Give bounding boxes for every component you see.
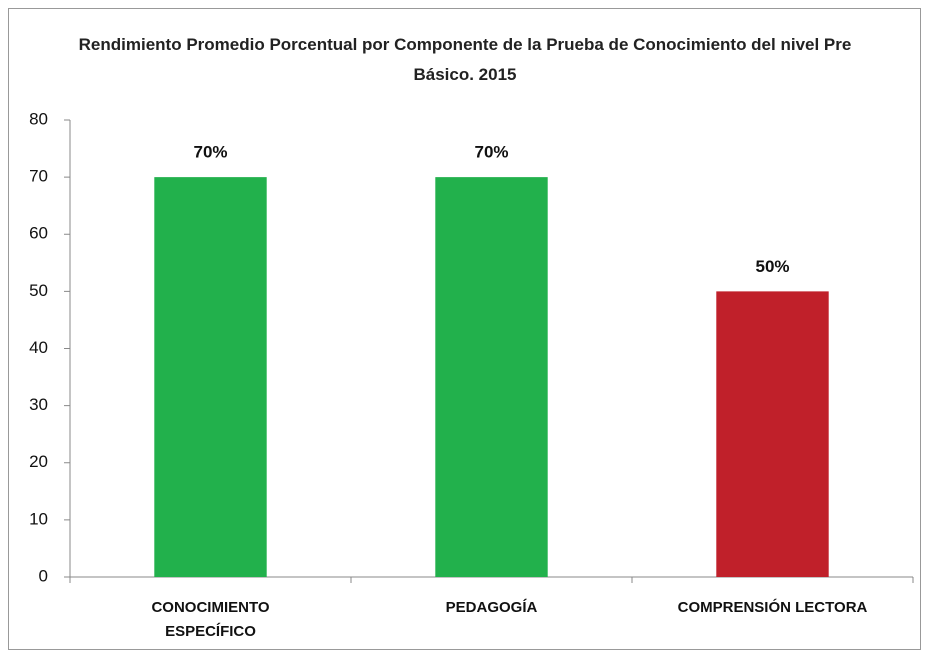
y-tick-label: 50: [29, 281, 48, 300]
y-tick-label: 10: [29, 509, 48, 528]
y-tick-label: 20: [29, 452, 48, 471]
y-tick-label: 70: [29, 167, 48, 186]
x-tick-label: CONOCIMIENTO ESPECÍFICO: [151, 599, 270, 640]
y-tick-label: 80: [29, 109, 48, 128]
y-tick-label: 30: [29, 395, 48, 414]
value-label: 70%: [193, 143, 227, 162]
bar: [435, 177, 548, 577]
value-label: 70%: [474, 143, 508, 162]
bar: [716, 291, 829, 577]
value-label: 50%: [755, 257, 789, 276]
y-tick-label: 0: [39, 566, 48, 585]
chart-frame: [8, 8, 921, 650]
x-tick-label: PEDAGOGÍA: [445, 599, 538, 616]
y-tick-label: 60: [29, 224, 48, 243]
x-tick-label: COMPRENSIÓN LECTORA: [677, 599, 868, 616]
bar: [154, 177, 267, 577]
y-tick-label: 40: [29, 338, 48, 357]
chart-title: Rendimiento Promedio Porcentual por Comp…: [78, 35, 852, 84]
